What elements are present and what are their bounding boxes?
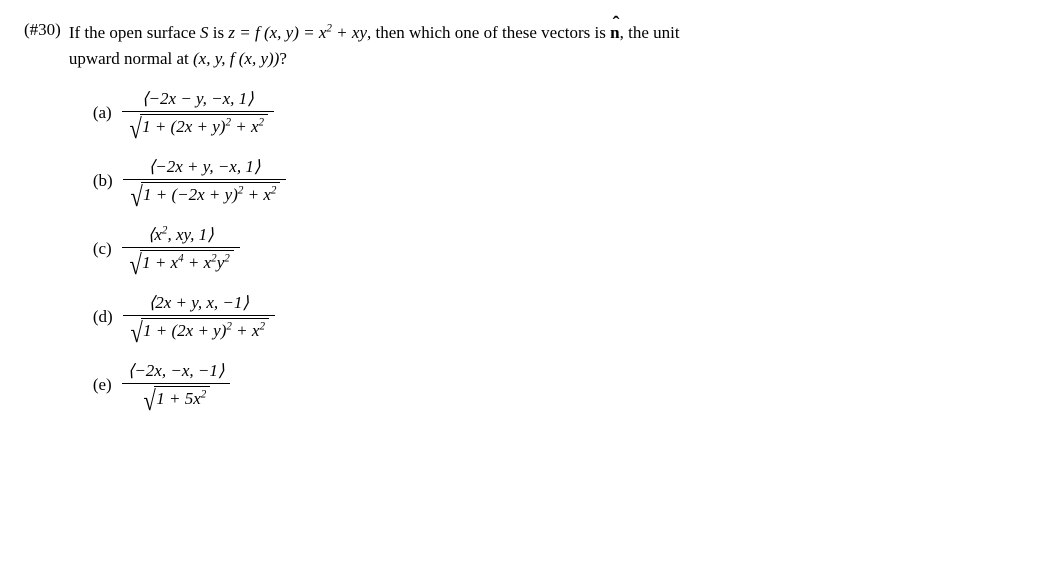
problem-body: If the open surface S is z = f (x, y) = … <box>69 20 1028 429</box>
problem-30: (#30) If the open surface S is z = f (x,… <box>24 20 1028 429</box>
options-list: (a) ⟨−2x − y, −x, 1⟩ √ 1 + (2x + y) 2 + x… <box>93 89 1028 409</box>
sqrt-icon: √ <box>143 392 155 415</box>
option-e-denominator: √ 1 + 5x2 <box>122 384 231 409</box>
den-sup: 2 <box>259 320 265 332</box>
option-a: (a) ⟨−2x − y, −x, 1⟩ √ 1 + (2x + y)2 + x… <box>93 89 1028 137</box>
option-a-label: (a) <box>93 103 112 123</box>
option-d: (d) ⟨2x + y, x, −1⟩ √ 1 + (2x + y)2 + x2 <box>93 293 1028 341</box>
stem-text: upward normal at <box>69 49 193 68</box>
den-sup: 2 <box>224 252 230 264</box>
option-b-numerator: ⟨−2x + y, −x, 1⟩ <box>123 157 287 180</box>
den-text: + x <box>184 253 212 272</box>
eq-part: z = f (x, y) = x <box>228 23 326 42</box>
option-d-label: (d) <box>93 307 113 327</box>
option-c-denominator: √ 1 + x4 + x2y2 <box>122 248 240 273</box>
option-a-denominator: √ 1 + (2x + y)2 + x2 <box>122 112 274 137</box>
n-hat: n <box>610 20 619 46</box>
den-text: 1 + (2x + y) <box>142 117 225 136</box>
option-b-label: (b) <box>93 171 113 191</box>
option-b-denominator: √ 1 + (−2x + y)2 + x2 <box>123 180 287 205</box>
option-e: (e) ⟨−2x, −x, −1⟩ √ 1 + 5x2 <box>93 361 1028 409</box>
den-sup: 2 <box>201 388 207 400</box>
option-d-denominator: √ 1 + (2x + y)2 + x2 <box>123 316 275 341</box>
stem-qmark: ? <box>279 49 287 68</box>
option-a-numerator: ⟨−2x − y, −x, 1⟩ <box>122 89 274 112</box>
den-text: 1 + (2x + y) <box>143 321 226 340</box>
eq-part: + xy <box>332 23 367 42</box>
option-b: (b) ⟨−2x + y, −x, 1⟩ √ 1 + (−2x + y)2 + … <box>93 157 1028 205</box>
den-sup: 2 <box>259 116 265 128</box>
den-sup: 2 <box>271 184 277 196</box>
den-text: + x <box>232 321 260 340</box>
stem-text: If the open surface <box>69 23 200 42</box>
stem-text: , the unit <box>620 23 680 42</box>
option-e-fraction: ⟨−2x, −x, −1⟩ √ 1 + 5x2 <box>122 361 231 409</box>
sqrt-icon: √ <box>129 120 141 143</box>
option-e-label: (e) <box>93 375 112 395</box>
surface-s: S <box>200 23 209 42</box>
option-c-label: (c) <box>93 239 112 259</box>
sqrt-icon: √ <box>130 188 142 211</box>
point: (x, y, f (x, y)) <box>193 49 279 68</box>
option-c-numerator: ⟨x2, xy, 1⟩ <box>122 225 240 248</box>
option-e-numerator: ⟨−2x, −x, −1⟩ <box>122 361 231 384</box>
equation: z = f (x, y) = x2 + xy <box>228 23 367 42</box>
problem-stem: If the open surface S is z = f (x, y) = … <box>69 20 1028 71</box>
option-d-numerator: ⟨2x + y, x, −1⟩ <box>123 293 275 316</box>
option-b-fraction: ⟨−2x + y, −x, 1⟩ √ 1 + (−2x + y)2 + x2 <box>123 157 287 205</box>
den-text: + x <box>243 185 271 204</box>
stem-text: , then which one of these vectors is <box>367 23 610 42</box>
option-c: (c) ⟨x2, xy, 1⟩ √ 1 + x4 + x2y2 <box>93 225 1028 273</box>
den-text: 1 + x <box>142 253 178 272</box>
den-text: 1 + (−2x + y) <box>143 185 238 204</box>
num-text: ⟨x <box>148 225 162 244</box>
sqrt-icon: √ <box>129 256 141 279</box>
den-text: 1 + 5x <box>156 389 201 408</box>
option-d-fraction: ⟨2x + y, x, −1⟩ √ 1 + (2x + y)2 + x2 <box>123 293 275 341</box>
option-c-fraction: ⟨x2, xy, 1⟩ √ 1 + x4 + x2y2 <box>122 225 240 273</box>
den-text: + x <box>231 117 259 136</box>
option-a-fraction: ⟨−2x − y, −x, 1⟩ √ 1 + (2x + y)2 + x2 <box>122 89 274 137</box>
sqrt-icon: √ <box>130 324 142 347</box>
problem-number: (#30) <box>24 20 61 40</box>
num-text: , xy, 1⟩ <box>167 225 213 244</box>
stem-text: is <box>209 23 229 42</box>
